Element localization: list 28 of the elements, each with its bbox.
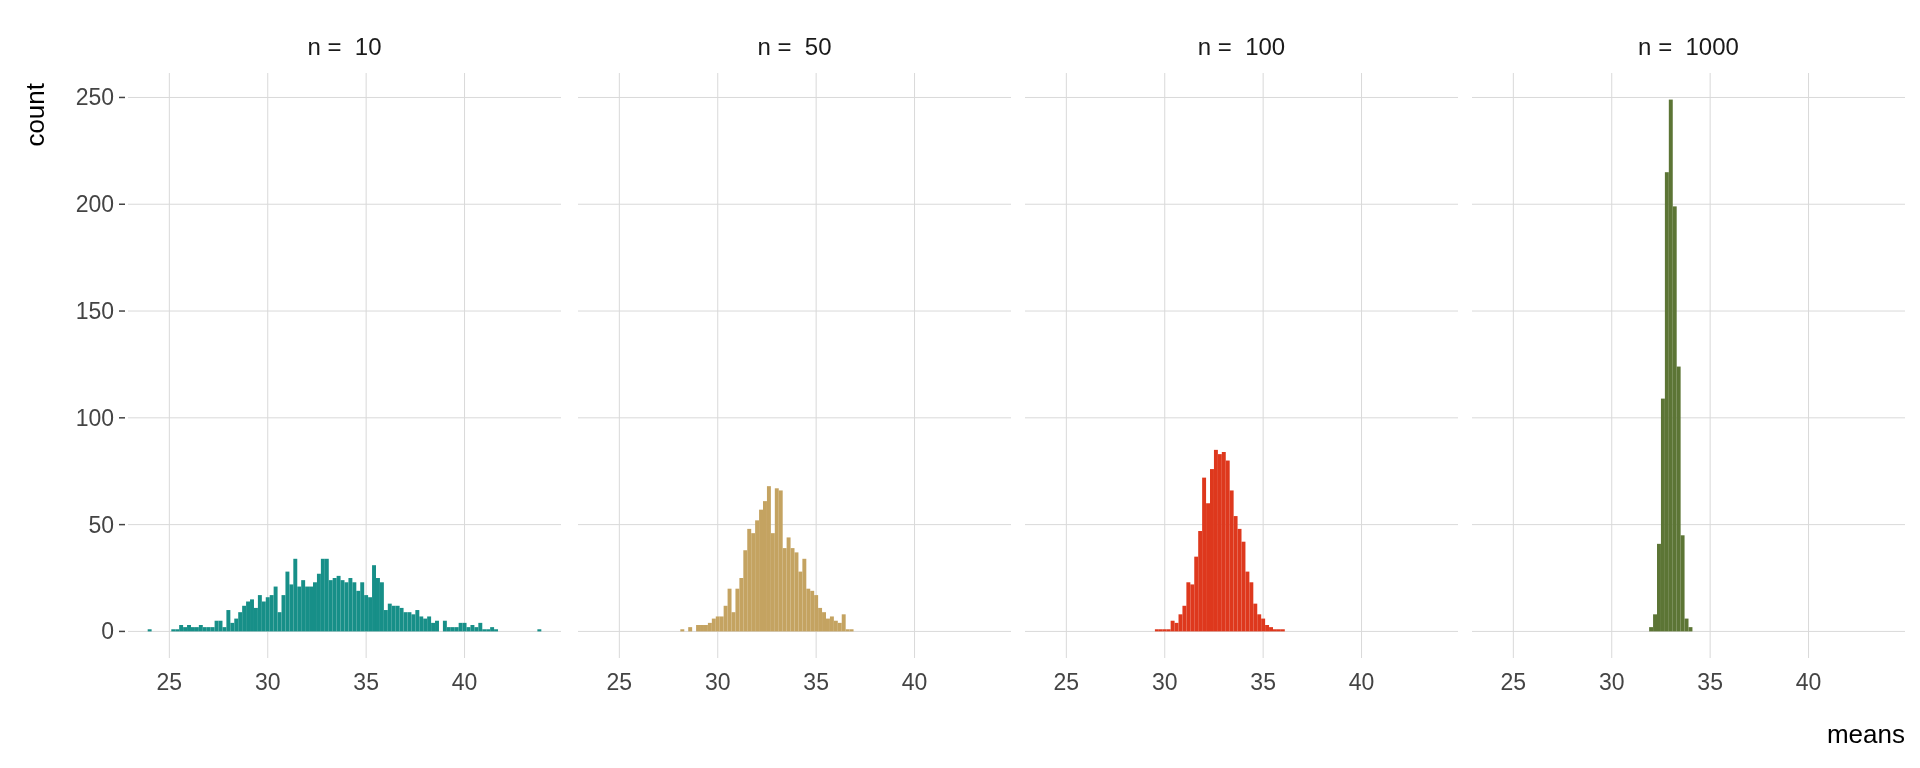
y-tick-label: 0 [101, 618, 114, 645]
y-tick-label: 200 [75, 191, 114, 218]
x-tick-label: 40 [451, 669, 478, 695]
x-tick-label: 30 [704, 669, 731, 695]
x-tick-label: 25 [1053, 669, 1080, 695]
x-tick-label: 25 [1500, 669, 1527, 695]
x-tick-label: 35 [1697, 669, 1723, 695]
y-tick-label: 50 [88, 511, 114, 538]
x-tick-label: 40 [1795, 669, 1822, 695]
x-tick-label: 30 [1598, 669, 1625, 695]
chart-title: n = 1000 [1638, 33, 1739, 60]
x-tick-label: 30 [1151, 669, 1178, 695]
x-tick-label: 25 [156, 669, 183, 695]
x-axis-title: means [1826, 719, 1905, 749]
x-tick-label: 40 [901, 669, 928, 695]
x-tick-label: 35 [803, 669, 829, 695]
y-tick-label: 100 [75, 404, 114, 431]
x-tick-label: 40 [1348, 669, 1375, 695]
chart-title: n = 50 [757, 33, 832, 60]
chart-title: n = 10 [307, 33, 382, 60]
x-tick-label: 35 [353, 669, 379, 695]
x-tick-label: 30 [254, 669, 281, 695]
chart-title: n = 100 [1197, 33, 1286, 60]
y-tick-label: 150 [75, 298, 114, 325]
y-axis-title: count [20, 82, 50, 147]
x-tick-label: 25 [606, 669, 633, 695]
x-tick-label: 35 [1250, 669, 1276, 695]
y-tick-label: 250 [75, 84, 114, 111]
